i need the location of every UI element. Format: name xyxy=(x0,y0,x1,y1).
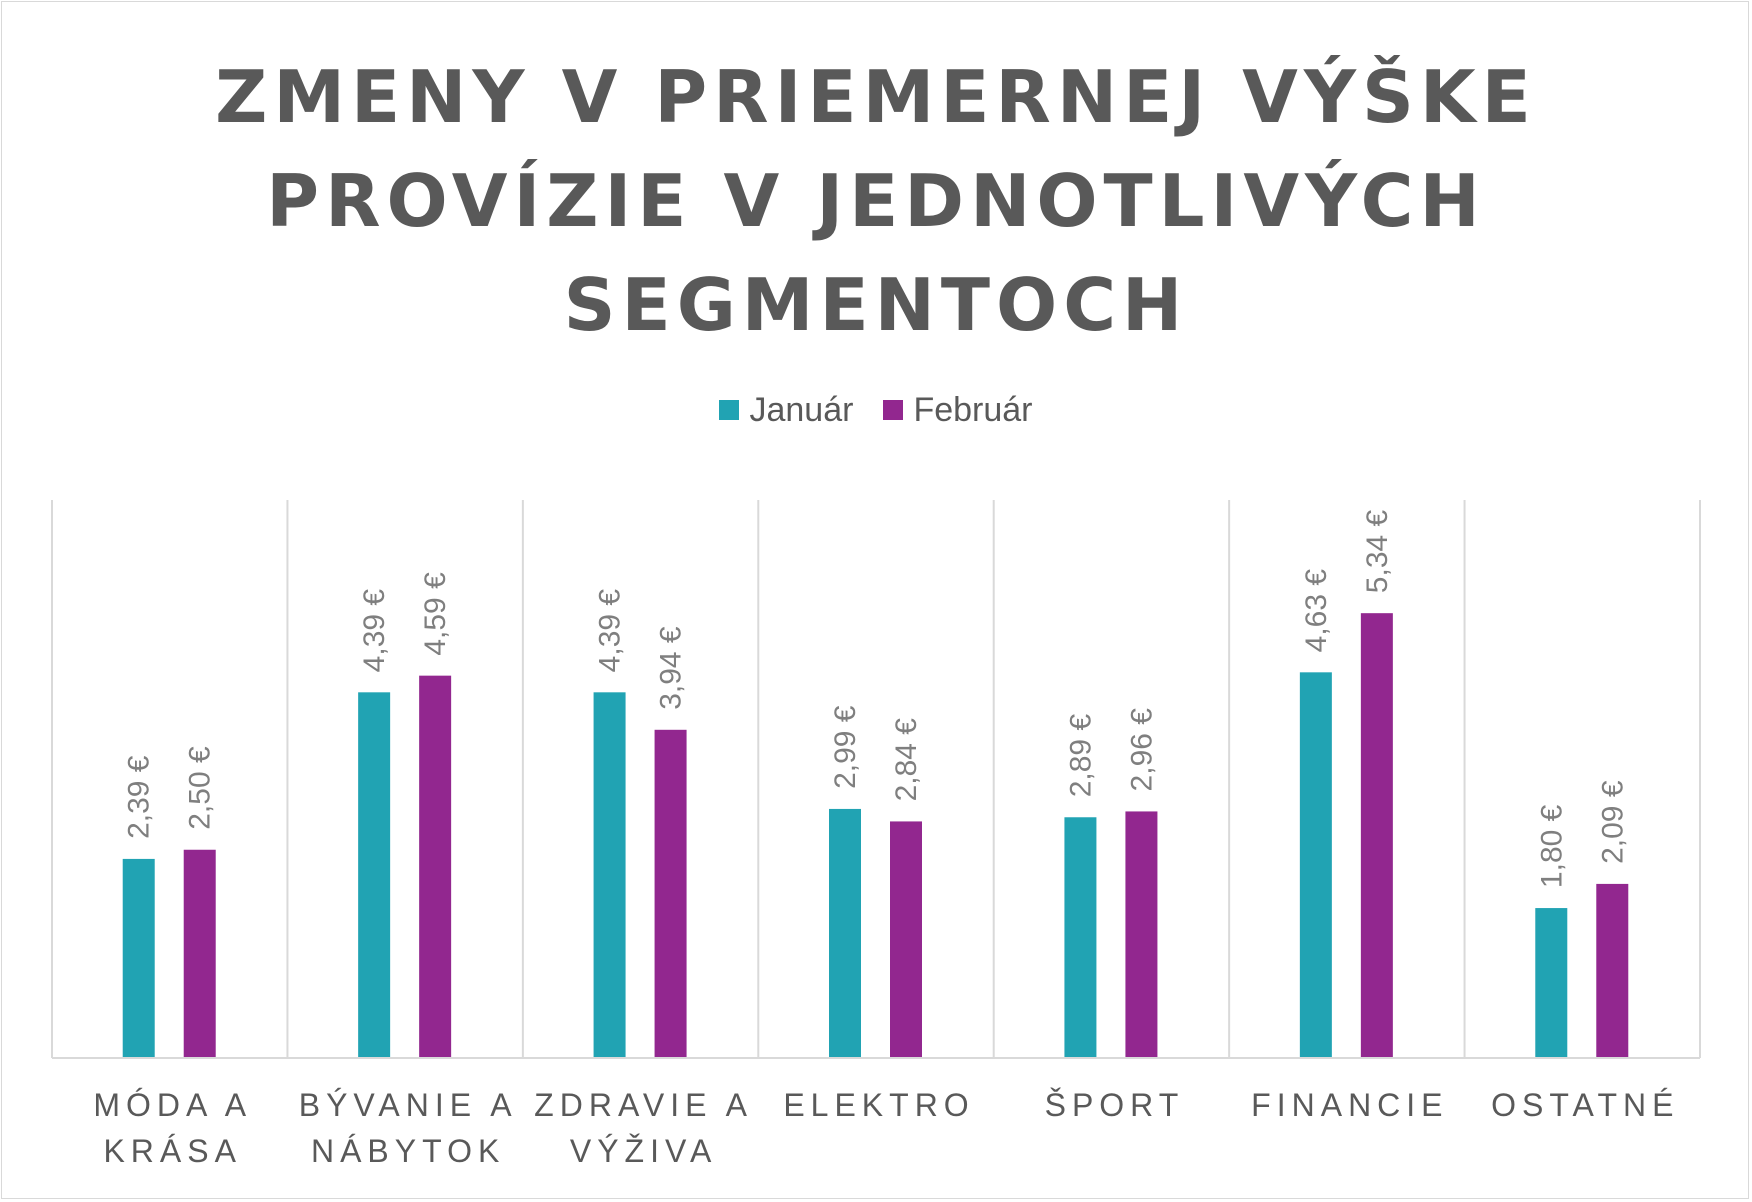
bar-februar xyxy=(1596,883,1629,1058)
bar-januar xyxy=(122,858,155,1058)
category-label: ZDRAVIE A VÝŽIVA xyxy=(534,1087,753,1169)
bar-januar xyxy=(358,692,391,1058)
bar-januar xyxy=(1064,817,1097,1058)
bar-januar xyxy=(593,692,626,1058)
category-label: MÓDA A KRÁSA xyxy=(93,1087,253,1169)
chart-title-line: ZMENY V PRIEMERNEJ VÝŠKE xyxy=(215,55,1537,139)
chart-title-line: SEGMENTOCH xyxy=(563,263,1189,347)
legend-item-januar: Január xyxy=(719,391,853,430)
category-label: OSTATNÉ xyxy=(1491,1087,1680,1123)
bar-januar xyxy=(1535,908,1568,1058)
data-label: 2,84 € xyxy=(890,718,923,802)
data-label: 4,39 € xyxy=(594,589,627,673)
bar-januar xyxy=(829,808,861,1058)
data-label: 1,80 € xyxy=(1535,804,1568,888)
legend-label-februar: Február xyxy=(913,390,1033,429)
category-label: ELEKTRO xyxy=(783,1087,975,1123)
chart-title-line: PROVÍZIE V JEDNOTLIVÝCH xyxy=(266,159,1486,243)
bar-februar xyxy=(890,821,922,1058)
category-label: ŠPORT xyxy=(1044,1087,1185,1123)
data-label: 2,50 € xyxy=(184,746,217,830)
chart-title: ZMENY V PRIEMERNEJ VÝŠKE PROVÍZIE V JEDN… xyxy=(0,45,1752,357)
legend-swatch-februar xyxy=(883,400,904,420)
legend-swatch-januar xyxy=(719,400,740,420)
data-label: 2,09 € xyxy=(1596,780,1629,864)
bar-februar xyxy=(419,675,452,1058)
bar-februar xyxy=(183,849,216,1058)
data-label: 4,39 € xyxy=(358,589,391,673)
bar-januar xyxy=(1299,672,1332,1058)
chart-legend: Január Február xyxy=(0,388,1752,432)
category-label: FINANCIE xyxy=(1251,1087,1449,1123)
legend-item-februar: Február xyxy=(883,390,1033,430)
data-label: 2,89 € xyxy=(1064,714,1097,798)
category-label: BÝVANIE A NÁBYTOK xyxy=(298,1087,518,1169)
bar-februar xyxy=(1360,613,1393,1058)
data-label: 2,39 € xyxy=(123,755,156,839)
data-label: 2,99 € xyxy=(829,705,862,789)
bar-februar xyxy=(1125,811,1158,1058)
legend-label-januar: Január xyxy=(749,390,854,429)
data-label: 5,34 € xyxy=(1361,509,1394,593)
data-label: 4,59 € xyxy=(419,572,452,656)
data-label: 3,94 € xyxy=(655,626,688,710)
data-label: 4,63 € xyxy=(1300,569,1333,653)
bar-februar xyxy=(654,729,687,1058)
data-label: 2,96 € xyxy=(1125,708,1158,792)
